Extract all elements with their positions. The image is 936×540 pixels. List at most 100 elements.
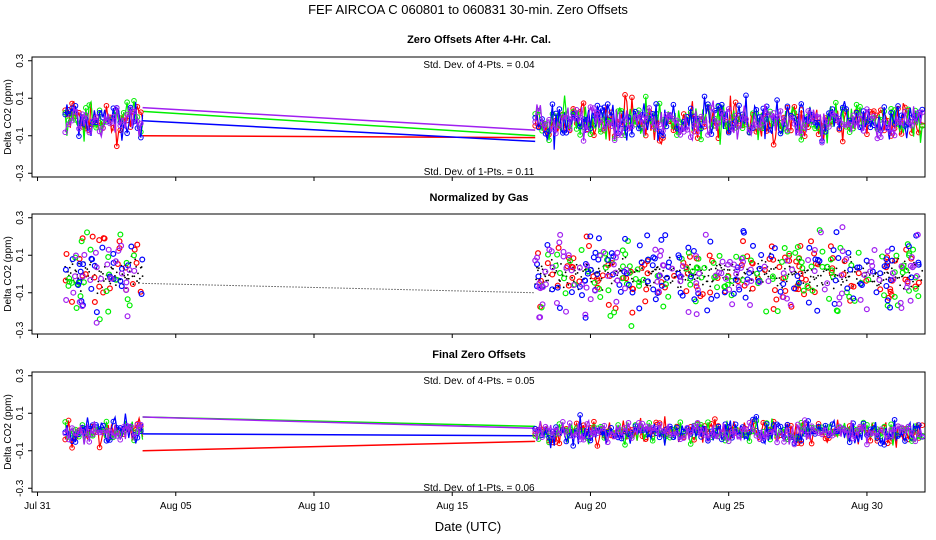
data-point-red	[707, 289, 714, 296]
data-point-purple	[795, 421, 801, 428]
data-point-blue	[573, 115, 580, 122]
data-point-purple	[908, 254, 915, 261]
data-point-red	[549, 271, 556, 278]
data-point-blue	[701, 93, 708, 100]
data-point-purple	[729, 428, 735, 435]
data-point-black	[887, 272, 890, 275]
data-point-blue	[75, 282, 82, 289]
data-point-blue	[560, 130, 566, 136]
data-point-blue	[815, 423, 822, 430]
data-point-black	[646, 284, 649, 287]
data-point-green	[750, 110, 756, 116]
data-point-blue	[919, 106, 926, 113]
data-point-black	[129, 261, 132, 264]
data-point-blue	[549, 286, 556, 293]
data-point-red	[113, 143, 120, 150]
data-point-black	[100, 271, 103, 273]
data-point-purple	[836, 115, 843, 122]
data-point-green	[833, 99, 839, 106]
data-point-purple	[124, 313, 131, 320]
data-point-blue	[96, 109, 103, 116]
data-point-black	[679, 286, 682, 288]
data-point-green	[626, 263, 633, 270]
data-point-purple	[566, 420, 573, 426]
data-point-blue	[877, 440, 884, 447]
data-point-green	[891, 293, 898, 300]
data-point-blue	[110, 418, 117, 425]
data-point-red	[138, 109, 144, 115]
data-point-blue	[746, 269, 753, 276]
data-point-purple	[76, 125, 82, 132]
data-point-purple	[115, 247, 122, 254]
data-point-blue	[740, 229, 747, 236]
data-point-purple	[909, 429, 915, 436]
data-point-blue	[649, 110, 656, 117]
data-point-red	[644, 270, 651, 277]
data-point-red	[585, 242, 592, 249]
data-point-blue	[845, 249, 852, 256]
data-point-blue	[713, 292, 720, 299]
data-point-red	[133, 259, 140, 266]
data-point-black	[813, 278, 816, 281]
data-point-purple	[667, 432, 673, 438]
data-point-blue	[877, 270, 884, 277]
data-point-blue	[584, 270, 591, 277]
data-point-purple	[822, 427, 829, 434]
data-point-black	[759, 267, 761, 270]
data-point-red	[599, 272, 606, 279]
y-tick-label: 0.3	[15, 210, 26, 224]
data-point-green	[84, 229, 91, 236]
data-point-blue	[76, 133, 82, 139]
data-point-blue	[771, 245, 778, 252]
data-point-green	[86, 102, 93, 108]
data-point-green	[912, 285, 919, 292]
gap-line-red	[142, 440, 536, 452]
data-point-blue	[563, 129, 570, 136]
data-point-purple	[604, 119, 611, 126]
data-point-purple	[829, 432, 836, 439]
data-point-green	[649, 437, 656, 444]
data-point-purple	[79, 111, 86, 118]
data-point-black	[110, 266, 113, 269]
data-point-black	[649, 284, 652, 287]
y-tick-label: -0.1	[15, 284, 26, 302]
data-point-blue	[895, 103, 901, 109]
data-point-green	[632, 275, 639, 282]
data-point-purple	[618, 132, 625, 139]
data-point-green	[909, 438, 915, 444]
data-point-green	[124, 296, 131, 303]
data-point-black	[555, 270, 558, 272]
data-point-purple	[798, 131, 805, 137]
data-point-purple	[93, 429, 99, 435]
data-point-black	[75, 270, 78, 273]
data-point-blue	[563, 438, 570, 445]
data-point-purple	[69, 117, 75, 124]
data-point-red	[544, 260, 551, 267]
data-point-purple	[863, 306, 870, 313]
data-point-black	[126, 277, 128, 280]
data-point-purple	[612, 269, 619, 276]
data-point-purple	[98, 275, 105, 282]
data-point-green	[708, 124, 715, 131]
data-point-purple	[573, 431, 580, 438]
data-point-green	[103, 418, 110, 425]
data-point-black	[575, 263, 578, 266]
data-point-green	[716, 252, 723, 259]
y-tick-label: -0.1	[15, 127, 26, 145]
data-point-blue	[891, 121, 898, 127]
data-point-purple	[819, 139, 825, 146]
data-point-blue	[595, 235, 602, 242]
data-point-blue	[691, 296, 698, 303]
data-point-red	[798, 440, 805, 447]
data-point-purple	[642, 423, 649, 430]
data-point-red	[103, 102, 110, 109]
panel-title: Normalized by Gas	[429, 192, 528, 204]
data-point-green	[562, 290, 569, 297]
data-point-blue	[629, 131, 635, 138]
data-point-blue	[649, 262, 656, 269]
data-point-black	[774, 266, 777, 269]
data-point-black	[78, 262, 80, 265]
data-point-purple	[656, 272, 663, 279]
data-point-blue	[883, 256, 890, 263]
data-point-black	[618, 268, 620, 270]
